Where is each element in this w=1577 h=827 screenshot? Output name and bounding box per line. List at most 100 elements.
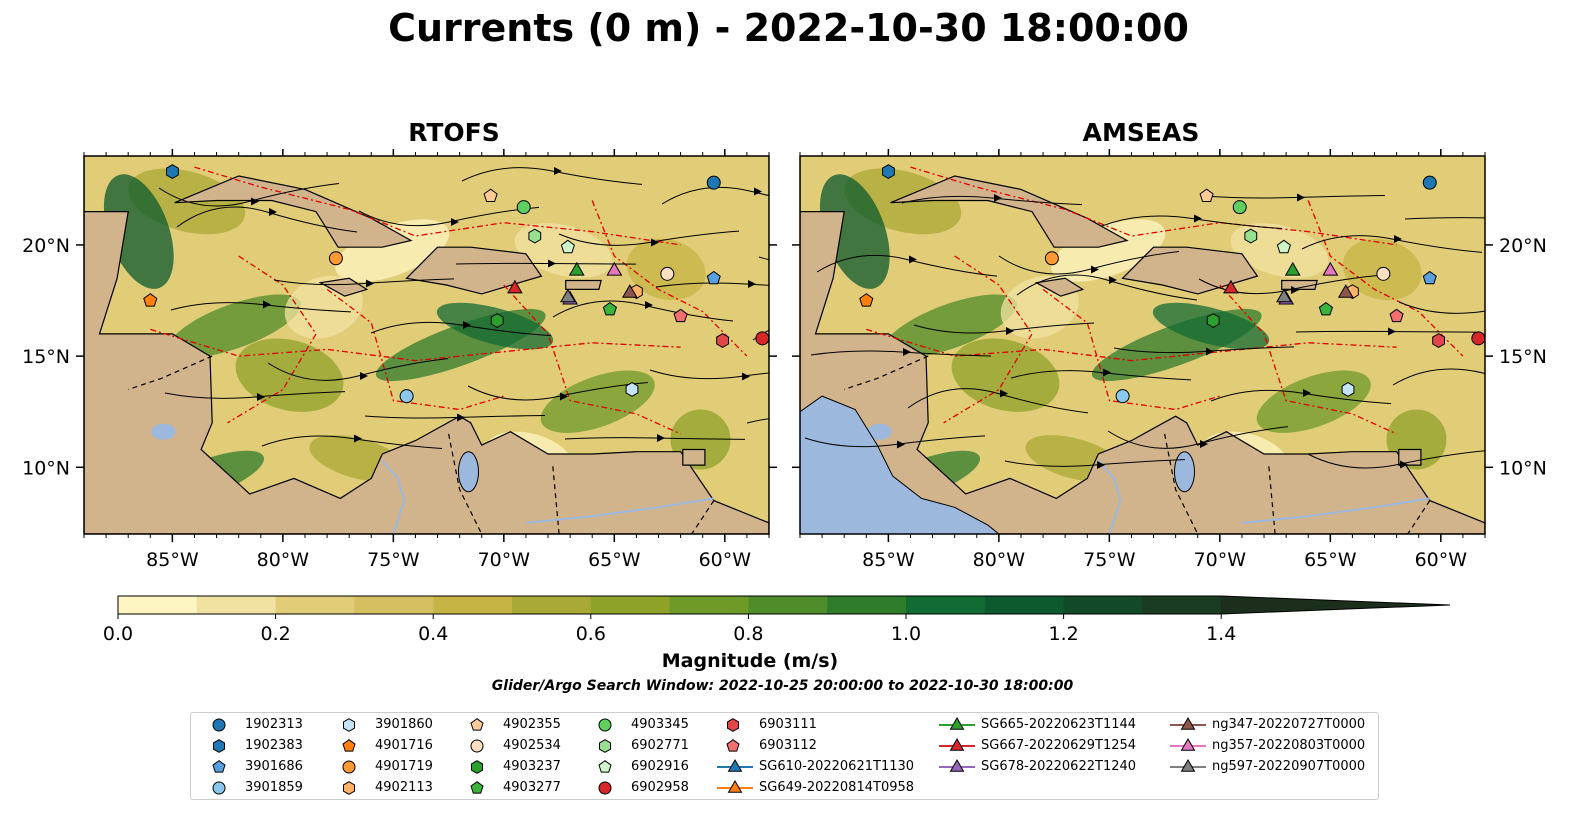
land-polygon (1121, 246, 1259, 295)
country-border (691, 500, 715, 534)
eez-boundary (150, 328, 681, 362)
colorbar-tick-label: 0.2 (260, 623, 290, 645)
streamline (164, 391, 346, 399)
eez-boundary (1042, 288, 1220, 411)
country-border (448, 433, 483, 534)
marker-6903112 (1389, 308, 1404, 323)
eez-boundary (503, 284, 681, 435)
legend-label: 3901686 (245, 759, 303, 774)
streamline (1010, 370, 1192, 381)
legend-marker-circle (212, 718, 226, 732)
legend-marker-hexagon (471, 760, 483, 774)
marker-3901686 (1422, 270, 1437, 285)
lon-tick-label: 80°W (973, 549, 1026, 571)
streamline-arrow (354, 434, 362, 443)
streamline-arrow (1485, 369, 1493, 377)
marker-6903112 (673, 308, 688, 323)
legend-marker-triangle (717, 759, 753, 772)
speed-patch (235, 338, 344, 412)
marker-3901859 (1115, 389, 1130, 404)
colorbar-band (512, 596, 592, 614)
legend-symbol (213, 739, 225, 753)
land-polygon (890, 175, 1129, 248)
river (381, 459, 406, 534)
legend-marker-hexagon (343, 781, 355, 795)
streamline-arrow (897, 440, 905, 449)
panel-title-amseas: AMSEAS (1082, 118, 1200, 147)
streamline-arrow (657, 434, 665, 442)
marker-6903111 (716, 333, 729, 348)
legend-label: 3901860 (375, 717, 433, 732)
legend-label: 6902771 (631, 738, 689, 753)
streamline (455, 262, 637, 265)
legend-marker-pentagon (598, 760, 612, 773)
streamline (267, 358, 449, 381)
marker-4902534 (1376, 266, 1391, 281)
eez-boundary (227, 255, 317, 424)
marker-SG665-20220623T1144 (1284, 261, 1301, 276)
colorbar-tick-label: 0.6 (576, 623, 606, 645)
eez-boundary (591, 200, 748, 357)
streamline-arrow (1206, 347, 1214, 356)
streamline-arrow (994, 194, 1002, 202)
streamline (364, 415, 546, 419)
streamline-arrow (742, 372, 750, 381)
streamline-arrow (1394, 235, 1402, 243)
streamline (901, 195, 1083, 206)
streamline (1004, 459, 1186, 467)
legend-marker-triangle (717, 780, 753, 793)
legend-symbol (212, 718, 226, 732)
streamline (804, 435, 986, 448)
streamline-arrow (1006, 327, 1014, 335)
legend-marker-hexagon (343, 718, 355, 732)
legend-symbol (470, 718, 484, 731)
streamline (461, 167, 643, 185)
land-polygon (1034, 277, 1085, 297)
lon-tick-label: 75°W (1083, 549, 1136, 571)
panel-title-rtofs: RTOFS (408, 118, 500, 147)
streamline-arrow (263, 300, 271, 309)
marker-1902383 (166, 164, 179, 179)
streamline (1404, 217, 1485, 220)
land-polygon (682, 448, 706, 466)
land-polygon (958, 156, 998, 157)
legend-marker-pentagon (212, 760, 226, 773)
legend-label: 4901716 (375, 738, 433, 753)
lon-tick-label: 60°W (699, 549, 752, 571)
streamline (655, 282, 769, 288)
eez-boundary (1219, 284, 1397, 435)
streamline-arrow (748, 280, 756, 288)
eez-boundary (910, 166, 1397, 246)
eez-boundary (866, 328, 1397, 362)
legend-symbol (470, 781, 484, 794)
streamline-arrow (651, 238, 659, 247)
marker-4902534 (660, 266, 675, 281)
marker-6902958 (1471, 331, 1485, 346)
streamline (370, 321, 552, 337)
streamline-arrow (451, 218, 459, 226)
legend-label: SG665-20220623T1144 (981, 717, 1137, 732)
legend-marker-pentagon (470, 781, 484, 794)
streamline (1101, 215, 1283, 229)
lat-tick-label: 15°N (1499, 346, 1547, 368)
country-border (1164, 433, 1199, 534)
streamline (913, 322, 1095, 334)
land-polygon (318, 277, 369, 297)
colorbar-extend (1221, 596, 1450, 614)
streamline-arrow (754, 187, 762, 196)
lake-maracaibo (457, 451, 479, 493)
colorbar-band (354, 596, 434, 614)
colorbar-band (1063, 596, 1143, 614)
lon-tick-label: 65°W (1304, 549, 1357, 571)
colorbar-band (590, 596, 671, 614)
legend-marker-circle (212, 781, 226, 795)
colorbar: 0.0 0.2 0.4 0.6 0.8 1.0 1.2 1.4 (103, 595, 1451, 645)
streamline (1307, 450, 1485, 469)
marker-SG665-20220623T1144 (568, 261, 585, 276)
legend-marker-circle (470, 739, 484, 753)
legend-label: ng357-20220803T0000 (1212, 738, 1366, 753)
legend-symbol (342, 760, 356, 774)
colorbar-band (118, 596, 198, 614)
marker-SG667-20220629T1254 (1223, 279, 1239, 294)
search-window-text: Glider/Argo Search Window: 2022-10-25 20… (491, 678, 1074, 694)
